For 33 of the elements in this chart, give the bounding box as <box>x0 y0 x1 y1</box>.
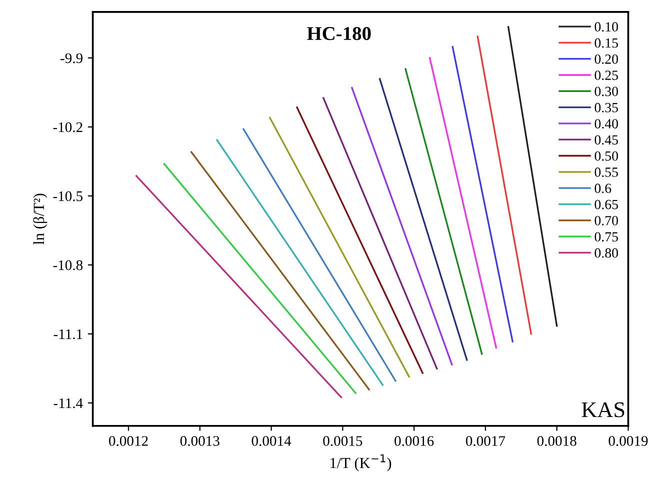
legend-label: 0.65 <box>594 200 618 210</box>
legend-label: 0.40 <box>594 119 618 129</box>
y-tick-label: -9.9 <box>60 53 82 64</box>
legend-label: 0.10 <box>594 22 618 32</box>
x-tick-label: 0.0017 <box>466 436 506 446</box>
legend-label: 0.35 <box>594 102 618 112</box>
y-axis-title: ln (β/T²) <box>33 194 48 245</box>
legend-label: 0.20 <box>594 54 618 64</box>
x-tick-label: 0.0015 <box>323 436 362 446</box>
y-tick-label: -10.8 <box>53 260 83 270</box>
legend-label: 0.50 <box>594 151 618 161</box>
legend-label: 0.25 <box>594 70 618 80</box>
legend-label: 0.80 <box>594 248 618 258</box>
y-tick-label: -10.2 <box>53 122 82 132</box>
legend-label: 0.70 <box>594 216 618 226</box>
x-tick-label: 0.0014 <box>252 436 292 446</box>
legend-label: 0.75 <box>594 232 618 242</box>
x-tick-label: 0.0016 <box>394 436 434 446</box>
legend-label: 0.15 <box>594 38 618 48</box>
annotation: KAS <box>582 402 624 418</box>
legend-label: 0.30 <box>594 86 618 96</box>
legend-label: 0.6 <box>594 184 612 194</box>
y-tick-label: -11.1 <box>54 329 82 340</box>
x-tick-label: 0.0018 <box>537 436 576 446</box>
legend-label: 0.45 <box>594 135 618 145</box>
x-tick-label: 0.0019 <box>608 436 648 446</box>
y-tick-label: -11.4 <box>54 398 83 408</box>
x-tick-label: 0.0013 <box>180 436 220 446</box>
x-tick-label: 0.0012 <box>109 436 148 446</box>
legend-label: 0.55 <box>594 168 618 177</box>
x-axis-title: 1/T (K$^{−1}$) <box>330 454 392 472</box>
text: HC-180 <box>307 27 371 40</box>
y-tick-label: -10.5 <box>53 191 83 202</box>
